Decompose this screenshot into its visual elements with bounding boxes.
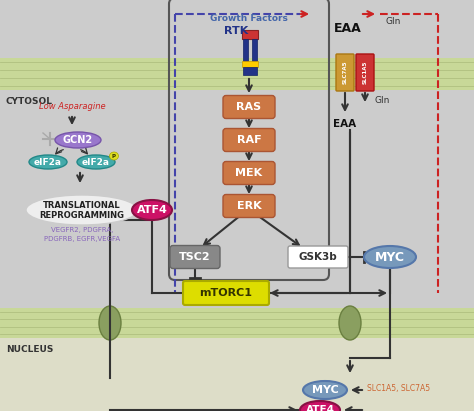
Text: ATF4: ATF4 bbox=[306, 405, 335, 411]
Text: P: P bbox=[112, 153, 116, 159]
Text: PDGFRB, EGFR,VEGFA: PDGFRB, EGFR,VEGFA bbox=[44, 236, 120, 242]
Ellipse shape bbox=[364, 246, 416, 268]
Bar bbox=[242, 30, 258, 39]
Text: Gln: Gln bbox=[385, 18, 401, 26]
Text: SLC1A5: SLC1A5 bbox=[363, 60, 367, 84]
Bar bbox=[252, 39, 257, 61]
Text: ATF4: ATF4 bbox=[137, 205, 167, 215]
FancyBboxPatch shape bbox=[288, 246, 348, 268]
Text: MYC: MYC bbox=[311, 385, 338, 395]
Text: TSC2: TSC2 bbox=[179, 252, 211, 262]
Text: NUCLEUS: NUCLEUS bbox=[6, 345, 54, 354]
Text: CYTOSOL: CYTOSOL bbox=[6, 97, 53, 106]
Text: TRANSLATIONAL: TRANSLATIONAL bbox=[43, 201, 121, 210]
Text: MYC: MYC bbox=[375, 250, 405, 263]
Bar bbox=[0, 308, 474, 338]
Ellipse shape bbox=[26, 195, 138, 225]
Ellipse shape bbox=[29, 155, 67, 169]
Ellipse shape bbox=[303, 381, 347, 399]
FancyBboxPatch shape bbox=[183, 281, 269, 305]
Bar bbox=[243, 67, 257, 75]
Text: RAF: RAF bbox=[237, 135, 261, 145]
Text: MEK: MEK bbox=[236, 168, 263, 178]
Text: GSK3b: GSK3b bbox=[299, 252, 337, 262]
Text: eIF2a: eIF2a bbox=[34, 157, 62, 166]
Ellipse shape bbox=[300, 401, 340, 411]
Text: Gln: Gln bbox=[375, 95, 391, 104]
Text: EAA: EAA bbox=[333, 119, 356, 129]
Text: REPROGRAMMING: REPROGRAMMING bbox=[39, 210, 125, 219]
Text: RTK: RTK bbox=[224, 26, 248, 36]
Text: Growth Factors: Growth Factors bbox=[210, 14, 288, 23]
FancyBboxPatch shape bbox=[223, 162, 275, 185]
Text: mTORC1: mTORC1 bbox=[200, 288, 253, 298]
Bar bbox=[243, 39, 248, 61]
Text: VEGFR2, PDGFRA,: VEGFR2, PDGFRA, bbox=[51, 227, 113, 233]
FancyBboxPatch shape bbox=[336, 54, 354, 91]
Ellipse shape bbox=[339, 306, 361, 340]
Text: eIF2a: eIF2a bbox=[82, 157, 110, 166]
Text: Low Asparagine: Low Asparagine bbox=[39, 102, 105, 111]
FancyBboxPatch shape bbox=[356, 54, 374, 91]
FancyBboxPatch shape bbox=[223, 129, 275, 152]
Ellipse shape bbox=[132, 200, 172, 220]
Ellipse shape bbox=[109, 152, 118, 160]
Bar bbox=[0, 338, 474, 411]
FancyBboxPatch shape bbox=[223, 95, 275, 118]
Text: SLC1A5, SLC7A5: SLC1A5, SLC7A5 bbox=[367, 383, 430, 393]
Text: GCN2: GCN2 bbox=[63, 135, 93, 145]
Text: EAA: EAA bbox=[334, 21, 362, 35]
Ellipse shape bbox=[77, 155, 115, 169]
Text: RAS: RAS bbox=[237, 102, 262, 112]
Bar bbox=[242, 61, 258, 67]
Ellipse shape bbox=[99, 306, 121, 340]
Text: ERK: ERK bbox=[237, 201, 261, 211]
FancyBboxPatch shape bbox=[223, 194, 275, 217]
Text: SLC7A5: SLC7A5 bbox=[343, 60, 347, 84]
FancyBboxPatch shape bbox=[170, 245, 220, 268]
Bar bbox=[0, 58, 474, 90]
Ellipse shape bbox=[55, 132, 101, 148]
